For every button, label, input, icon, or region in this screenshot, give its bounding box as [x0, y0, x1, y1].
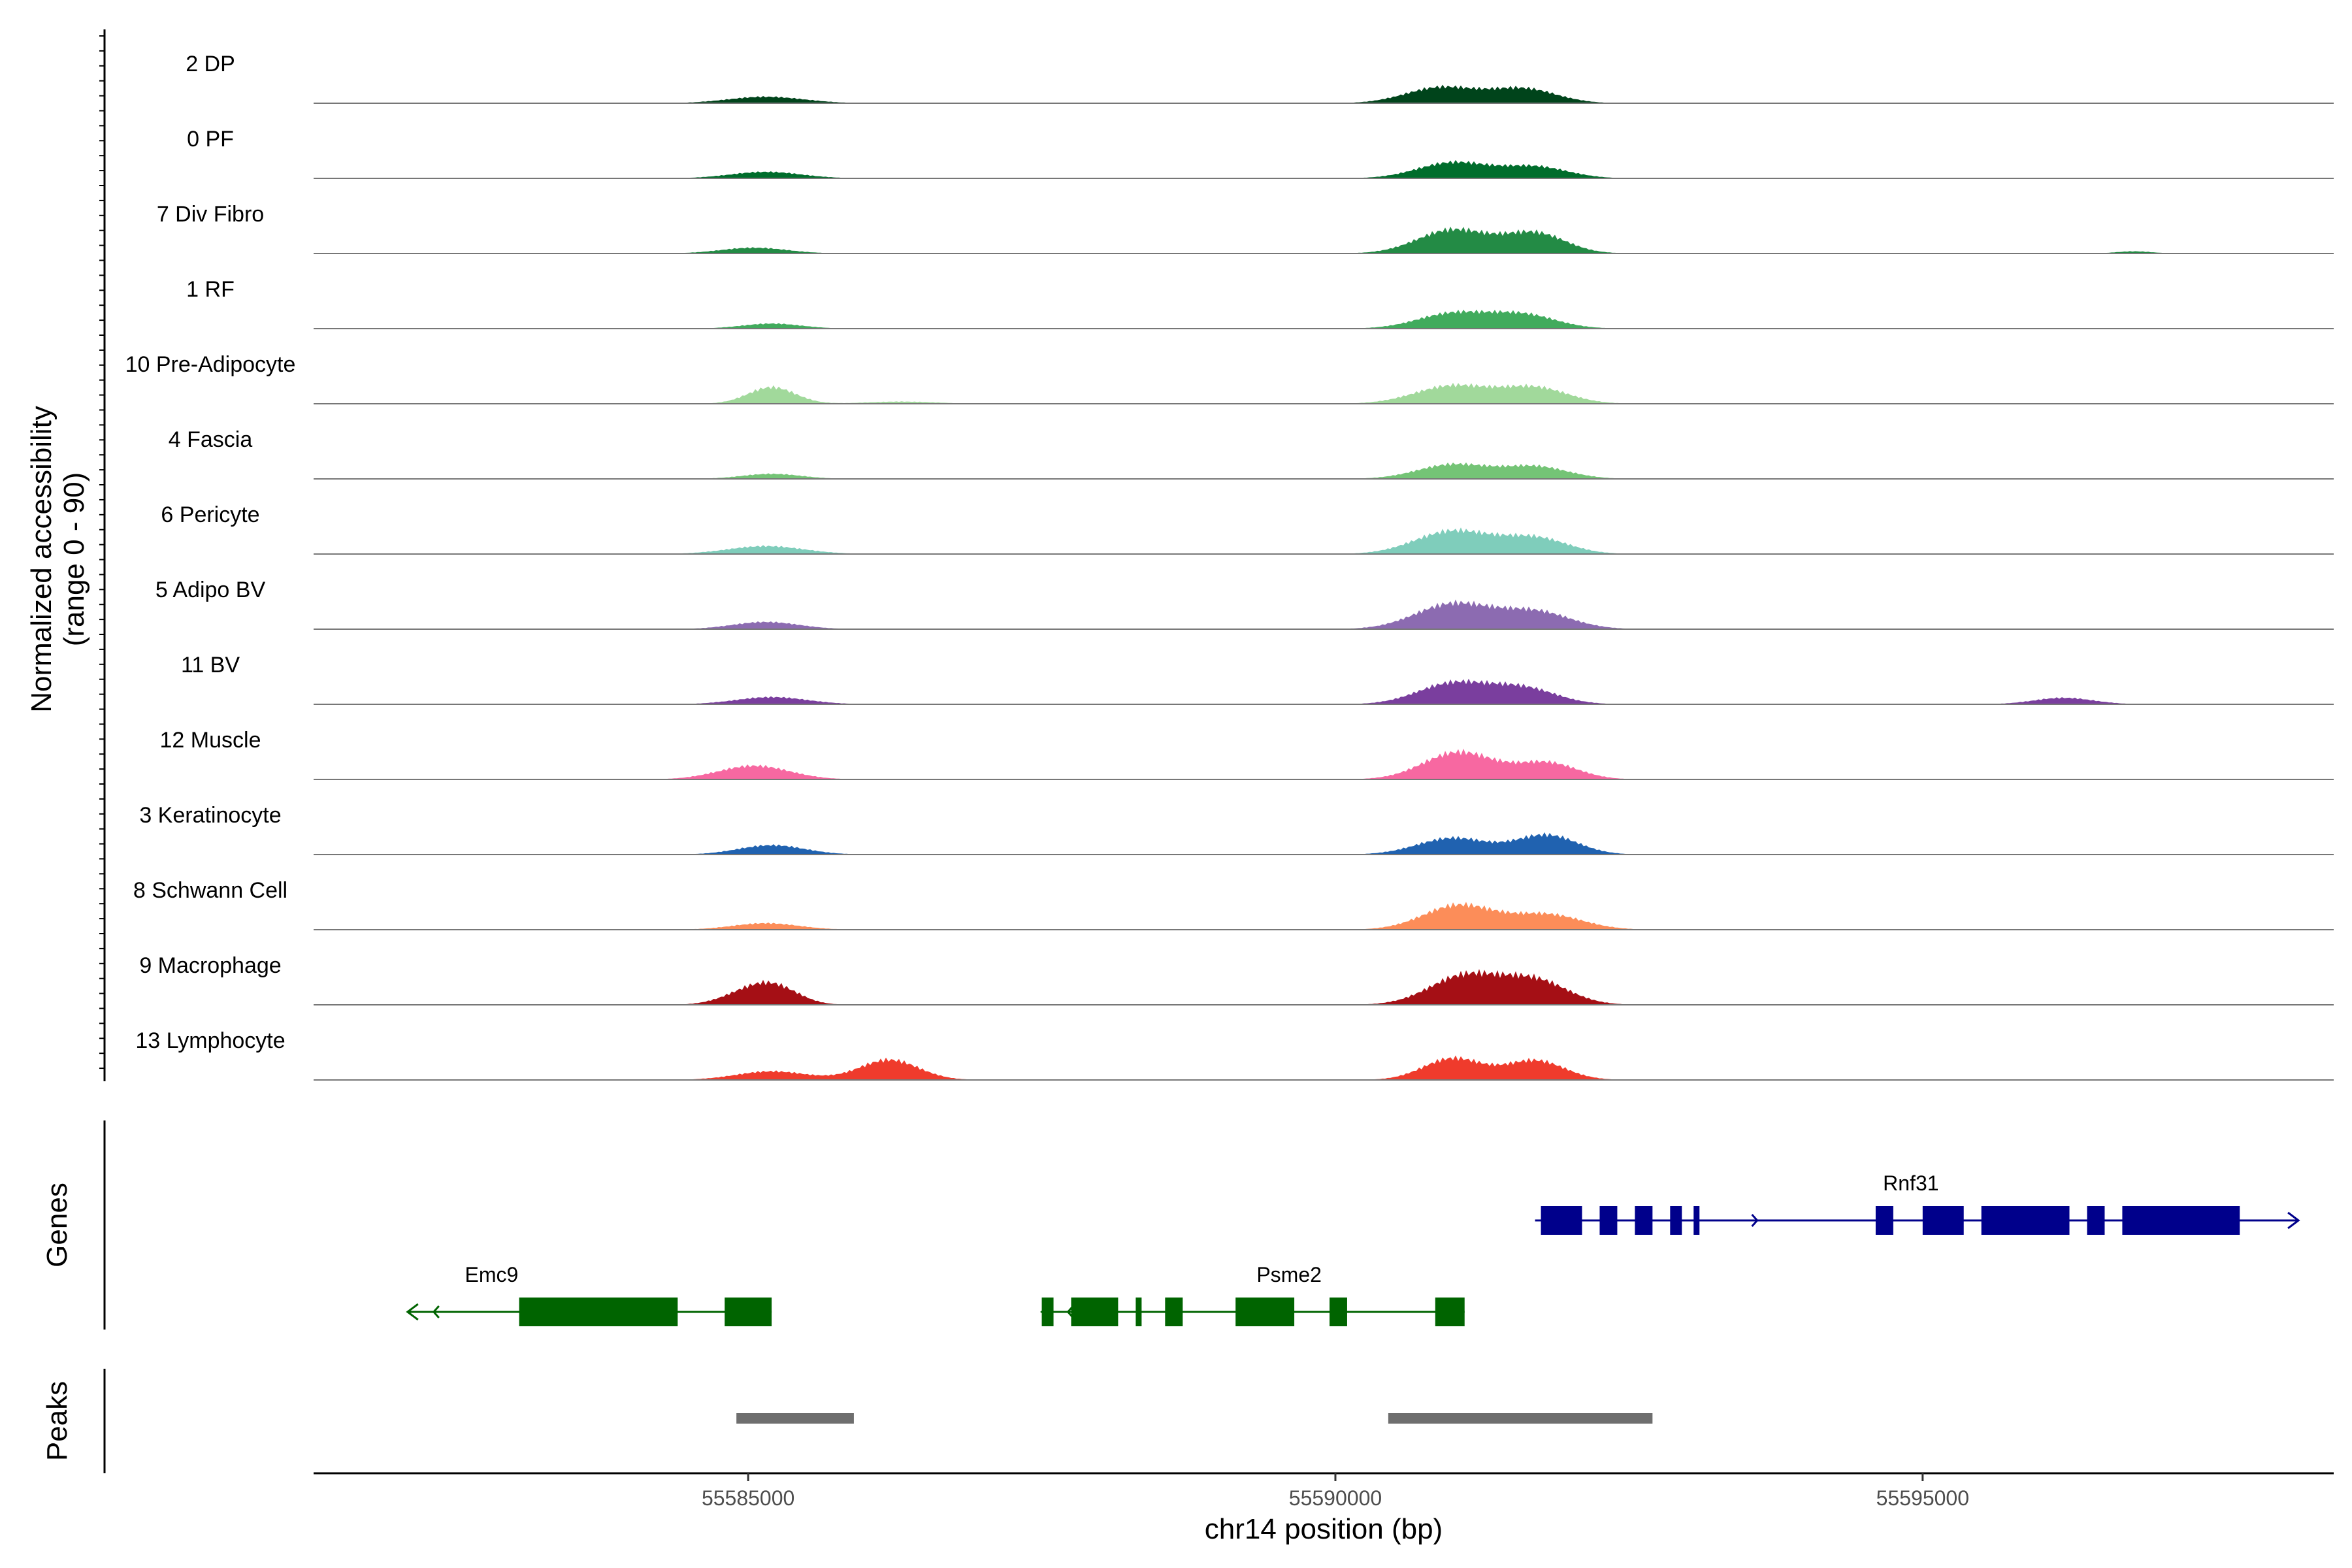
gene-model: Rnf31 [1535, 1171, 2300, 1235]
strand-chevron [1751, 1214, 1759, 1227]
gene-exon [1435, 1298, 1465, 1326]
coverage-track: 13 Lymphocyte [135, 1028, 2334, 1081]
gene-exon [725, 1298, 772, 1326]
gene-exon [1693, 1206, 1700, 1235]
peak-region [1388, 1413, 1653, 1424]
gene-exon [1635, 1206, 1653, 1235]
gene-model: Emc9 [406, 1263, 772, 1326]
strand-end-arrow [406, 1303, 419, 1321]
coverage-track: 0 PF [187, 127, 2334, 179]
gene-label: Rnf31 [1883, 1171, 1938, 1195]
coverage-track: 2 DP [186, 52, 2334, 104]
gene-model: Psme2 [1040, 1263, 1465, 1326]
coverage-track: 8 Schwann Cell [133, 878, 2334, 930]
gene-exon [2122, 1206, 2240, 1235]
gene-label: Psme2 [1256, 1263, 1322, 1286]
gene-exon [1981, 1206, 2070, 1235]
peaks-panel-label: Peaks [41, 1381, 73, 1461]
track-label: 6 Pericyte [161, 502, 259, 527]
coverage-track: 11 BV [181, 653, 2334, 705]
track-label: 7 Div Fibro [157, 202, 264, 227]
track-label: 4 Fascia [169, 427, 253, 452]
x-tick-label: 55590000 [1289, 1486, 1382, 1510]
coverage-track: 1 RF [186, 277, 2334, 329]
gene-exon [1329, 1298, 1347, 1326]
peaks-layer [736, 1413, 1653, 1424]
gene-exon [1875, 1206, 1893, 1235]
strand-end-arrow [2287, 1211, 2300, 1230]
strand-chevron [432, 1305, 440, 1318]
gene-exon [1071, 1298, 1119, 1326]
genes-layer: Emc9 Psme2 Rnf31 [406, 1171, 2300, 1326]
gene-exon [1235, 1298, 1295, 1326]
coverage-axis-minor-ticks [99, 35, 105, 1070]
coverage-y-axis: Normalized accessibility (range 0 - 90) [25, 29, 106, 1081]
track-label: 3 Keratinocyte [139, 803, 281, 828]
track-label: 0 PF [187, 127, 234, 152]
gene-exon [1541, 1206, 1582, 1235]
gene-exon [519, 1298, 678, 1326]
x-tick-label: 55595000 [1876, 1486, 1969, 1510]
track-label: 13 Lymphocyte [135, 1028, 285, 1053]
coverage-track: 4 Fascia [169, 427, 2334, 480]
track-label: 12 Muscle [160, 728, 261, 753]
gene-exon [1922, 1206, 1964, 1235]
gene-exon [1165, 1298, 1183, 1326]
peaks-panel: Peaks [41, 1369, 1653, 1473]
coverage-y-label-line2: (range 0 - 90) [58, 472, 90, 647]
x-tick-label: 55585000 [702, 1486, 794, 1510]
coverage-y-label-line1: Normalized accessibility [25, 406, 57, 712]
track-label: 2 DP [186, 52, 235, 76]
track-label: 1 RF [186, 277, 235, 302]
gene-exon [1670, 1206, 1682, 1235]
gene-label: Emc9 [465, 1263, 519, 1286]
track-label: 10 Pre-Adipocyte [125, 352, 296, 377]
genes-panel: Genes Emc9 Psme2 Rnf31 [41, 1120, 2300, 1330]
gene-exon [1135, 1298, 1142, 1326]
coverage-track: 10 Pre-Adipocyte [125, 352, 2334, 404]
coverage-track: 6 Pericyte [161, 502, 2334, 555]
gene-exon [2087, 1206, 2105, 1235]
coverage-track: 3 Keratinocyte [139, 803, 2334, 855]
x-axis-title: chr14 position (bp) [1205, 1513, 1443, 1545]
track-label: 8 Schwann Cell [133, 878, 287, 903]
genes-panel-label: Genes [41, 1183, 73, 1267]
track-label: 9 Macrophage [139, 953, 281, 978]
coverage-track: 7 Div Fibro [157, 202, 2334, 254]
x-axis-ticks: 55585000 55590000 55595000 [702, 1473, 1969, 1510]
track-label: 11 BV [181, 653, 240, 678]
track-label: 5 Adipo BV [155, 578, 266, 602]
coverage-track: 5 Adipo BV [155, 578, 2334, 630]
gene-exon [1599, 1206, 1618, 1235]
coverage-tracks: 2 DP 0 PF 7 Div Fibro 1 RF 10 Pre-Adipocyte 4… [125, 52, 2334, 1081]
gene-exon [1041, 1298, 1054, 1326]
x-axis: 55585000 55590000 55595000 chr14 position … [314, 1472, 2334, 1545]
peak-region [736, 1413, 854, 1424]
coverage-track: 12 Muscle [160, 728, 2334, 780]
coverage-track: 9 Macrophage [139, 953, 2334, 1005]
